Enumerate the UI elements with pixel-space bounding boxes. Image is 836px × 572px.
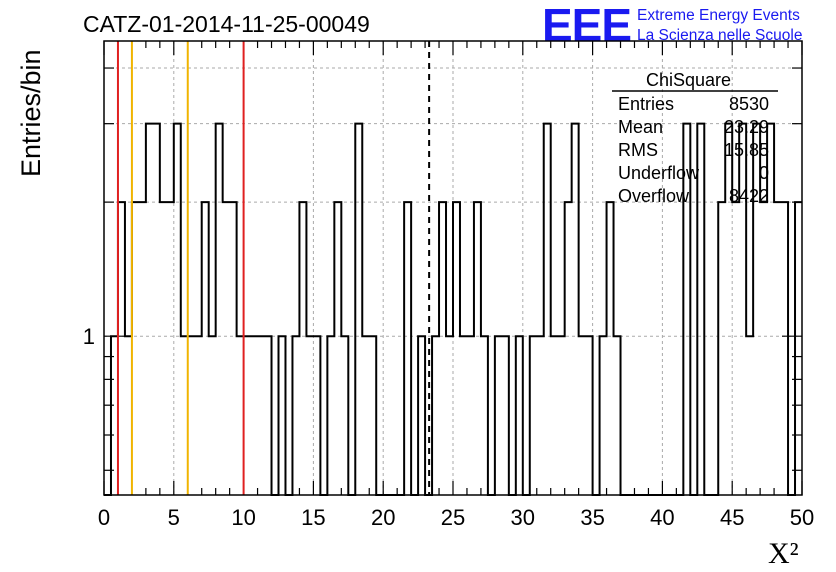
x-tick-label: 30 [511,505,535,530]
y-axis-label: Entries/bin [16,49,46,177]
plot-frame [103,40,803,496]
stats-row-underflow: Underflow 0 [618,163,769,183]
x-tick-label: 15 [301,505,325,530]
stats-title: ChiSquare [646,70,731,90]
chart-title: CATZ-01-2014-11-25-00049 [83,11,370,37]
x-tick-label: 50 [790,505,814,530]
x-tick-label: 45 [720,505,744,530]
stats-value: 8422 [729,186,769,206]
stats-row-overflow: Overflow 8422 [618,186,769,206]
x-tick-labels: 0 5 10 15 20 25 30 35 40 45 50 [98,505,814,530]
x-tick-label: 40 [650,505,674,530]
x-tick-label: 35 [580,505,604,530]
stats-row-mean: Mean 23.29 [618,117,769,137]
stats-box: ChiSquare Entries 8530 Mean 23.29 RMS 15… [612,70,778,206]
x-tick-label: 5 [168,505,180,530]
eee-logo: EEE Extreme Energy Events La Scienza nel… [542,0,802,51]
x-tick-label: 10 [231,505,255,530]
x-tick-label: 25 [441,505,465,530]
stats-value: 23.29 [724,117,769,137]
stats-label: Overflow [618,186,690,206]
eee-logo-letters: EEE [542,0,631,51]
y-tick-label: 1 [83,324,95,349]
x-tick-label: 20 [371,505,395,530]
stats-label: RMS [618,140,658,160]
eee-logo-line2: La Scienza nelle Scuole [637,27,802,44]
stats-label: Entries [618,94,674,114]
stats-value: 8530 [729,94,769,114]
stats-label: Mean [618,117,663,137]
stats-label: Underflow [618,163,700,183]
stats-row-rms: RMS 15.85 [618,140,769,160]
stats-row-entries: Entries 8530 [618,94,769,114]
eee-logo-line1: Extreme Energy Events [637,7,800,24]
x-tick-label: 0 [98,505,110,530]
stats-value: 15.85 [724,140,769,160]
y-tick-labels: 1 [83,324,95,349]
marker-lines [116,41,431,495]
stats-value: 0 [759,163,769,183]
x-axis-label: X² [768,537,799,570]
